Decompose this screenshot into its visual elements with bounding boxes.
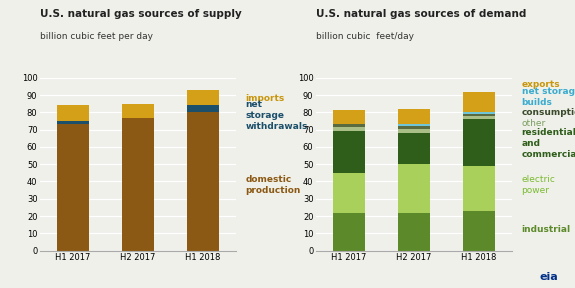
Bar	[187, 90, 220, 105]
Bar	[398, 213, 430, 251]
Bar	[187, 112, 220, 251]
Bar	[56, 124, 89, 251]
Bar	[463, 92, 496, 112]
Bar	[398, 133, 430, 164]
Bar	[463, 211, 496, 251]
Bar	[122, 104, 154, 118]
Text: industrial: industrial	[522, 225, 570, 234]
Text: imports: imports	[246, 94, 285, 103]
Text: consumption: consumption	[522, 108, 575, 117]
Bar	[463, 166, 496, 211]
Bar	[332, 127, 365, 131]
Bar	[398, 124, 430, 126]
Bar	[332, 173, 365, 213]
Bar	[463, 116, 496, 119]
Text: U.S. natural gas sources of demand: U.S. natural gas sources of demand	[316, 9, 527, 19]
Text: billion cubic  feet/day: billion cubic feet/day	[316, 32, 414, 41]
Bar	[463, 114, 496, 116]
Bar	[398, 109, 430, 124]
Text: exports: exports	[522, 80, 560, 89]
Text: electric
power: electric power	[522, 175, 555, 195]
Bar	[56, 105, 89, 121]
Text: billion cubic feet per day: billion cubic feet per day	[40, 32, 154, 41]
Text: eia: eia	[539, 272, 558, 282]
Bar	[398, 129, 430, 133]
Text: net
storage
withdrawals: net storage withdrawals	[246, 100, 308, 131]
Bar	[122, 118, 154, 251]
Text: domestic
production: domestic production	[246, 175, 301, 195]
Bar	[398, 164, 430, 213]
Bar	[187, 105, 220, 112]
Bar	[332, 124, 365, 127]
Bar	[56, 121, 89, 124]
Bar	[332, 131, 365, 173]
Text: U.S. natural gas sources of supply: U.S. natural gas sources of supply	[40, 9, 242, 19]
Bar	[332, 213, 365, 251]
Bar	[332, 110, 365, 124]
Bar	[463, 119, 496, 166]
Text: other: other	[522, 119, 546, 128]
Text: net storage
builds: net storage builds	[522, 87, 575, 107]
Text: residential
and
commercial: residential and commercial	[522, 128, 575, 159]
Bar	[463, 112, 496, 114]
Bar	[398, 126, 430, 129]
